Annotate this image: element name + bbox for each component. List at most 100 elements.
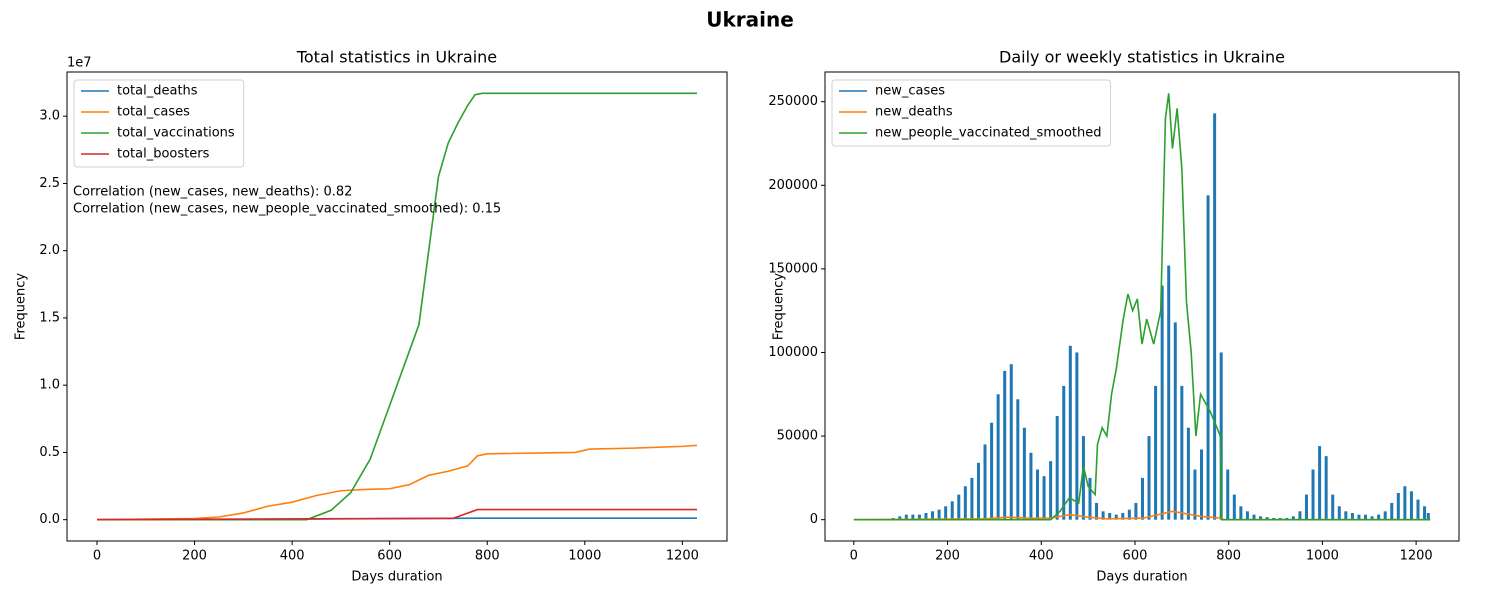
x-tick-label: 600 [1123,549,1148,564]
x-tick-label: 1200 [666,549,699,564]
bar [1423,506,1427,520]
bar [1272,518,1276,520]
bar [1206,195,1210,520]
annotation: Correlation (new_cases, new_people_vacci… [73,202,501,217]
bar [1298,511,1302,520]
bar [917,514,921,520]
x-tick-label: 1000 [568,549,601,564]
bar [1049,461,1053,520]
y-tick-label: 2.0 [39,243,60,258]
bar [1426,512,1430,520]
legend-label: total_cases [117,105,190,120]
bar [1042,476,1046,520]
bar [1081,436,1085,520]
legend-box [73,79,245,168]
bar [996,394,1000,520]
legend: total_deaths total_cases total_vaccination… [73,79,245,168]
legend-label: new_people_vaccinated_smoothed [875,126,1101,141]
x-tick-label: 200 [182,549,207,564]
y-tick-label: 1.0 [39,378,60,393]
axes-title: Daily or weekly statistics in Ukraine [999,48,1285,67]
bar [937,509,941,520]
bar [1154,385,1158,520]
x-axis-label: Days duration [351,570,442,585]
bar [1186,427,1190,520]
bar [1108,512,1112,520]
bar [1304,494,1308,520]
bar [1213,113,1217,520]
bar [1009,364,1013,520]
bar [1337,506,1341,520]
legend-label: total_boosters [117,147,210,162]
bar [1318,446,1322,520]
bar [1167,265,1171,520]
series-line [853,510,1431,521]
series-line [853,93,1431,521]
y-tick-label: 200000 [768,178,818,193]
legend-label: total_vaccinations [117,126,235,141]
bar [1121,512,1125,520]
bar [1390,502,1394,520]
bar [931,511,935,520]
bar [924,512,928,520]
x-tick-label: 800 [1216,549,1241,564]
bar [1278,518,1282,520]
bar [904,514,908,520]
axes-title: Total statistics in Ukraine [296,48,497,67]
bar [1088,477,1092,520]
figure-title: Ukraine [706,8,794,32]
bar [1022,427,1026,520]
legend-box [831,79,1111,147]
bar [944,506,948,520]
series-line [97,92,697,521]
legend-label: new_cases [875,84,945,99]
x-tick-label: 1200 [1400,549,1433,564]
bar [1409,491,1413,520]
bar [1357,514,1361,520]
bar [1101,511,1105,520]
bar [963,486,967,520]
bar [1140,477,1144,520]
bar [983,444,987,520]
bar [1016,399,1020,520]
x-tick-label: 800 [475,549,500,564]
bar [1344,511,1348,520]
bar [911,514,915,520]
x-tick-label: 600 [377,549,402,564]
y-axis-label: Frequency [14,273,29,340]
x-tick-label: 0 [93,549,101,564]
y-tick-label: 0.0 [39,512,60,527]
series-line [96,508,697,521]
bar [1364,514,1368,520]
x-tick-label: 400 [280,549,305,564]
bar [1114,514,1118,520]
bar [1403,486,1407,520]
bar [1324,456,1328,520]
y-tick-label: 1.5 [39,310,60,325]
bar [1285,518,1289,520]
y-tick-label: 250000 [768,94,818,109]
legend-label: total_deaths [117,84,198,99]
bar [1036,469,1040,520]
bar [1055,416,1059,520]
y-tick-label: 3.0 [39,109,60,124]
y-offset-label: 1e7 [67,56,92,71]
bar [1245,511,1249,520]
bar [976,462,980,520]
bar [1062,385,1066,520]
x-axis-label: Days duration [1096,570,1187,585]
bar [1416,499,1420,520]
bar [1003,370,1007,520]
bar [950,501,954,520]
bar [1127,509,1131,520]
legend-label: new_deaths [875,105,953,120]
y-tick-label: 50000 [777,429,818,444]
y-tick-label: 0 [810,512,818,527]
bar [1068,345,1072,520]
x-tick-label: 1000 [1306,549,1339,564]
bar [1173,322,1177,520]
x-tick-label: 0 [850,549,858,564]
bar [1095,502,1099,520]
y-axis-label: Frequency [772,273,787,340]
x-tick-label: 400 [1029,549,1054,564]
